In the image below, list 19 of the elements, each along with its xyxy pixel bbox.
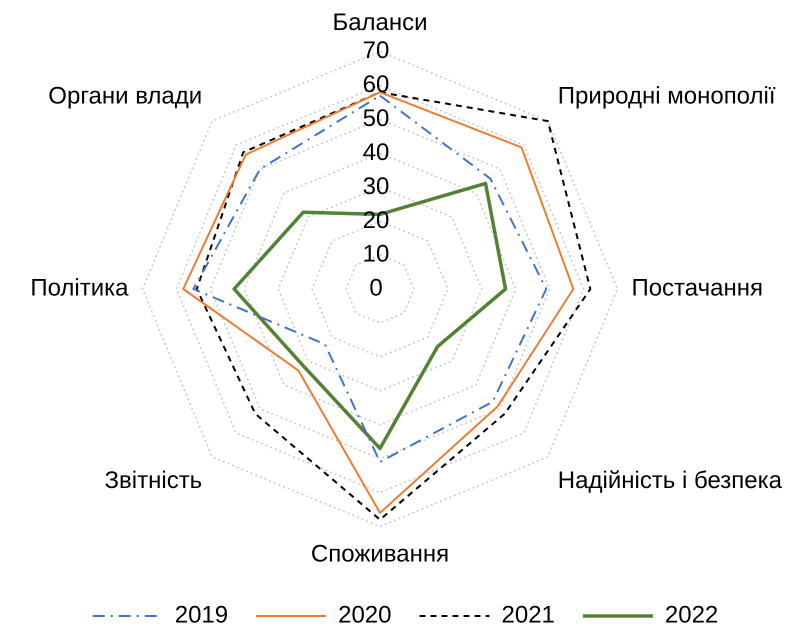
- spoke-label: Органи влади: [48, 82, 202, 110]
- legend-label: 2022: [664, 602, 718, 629]
- y-tick-label: 0: [369, 274, 383, 302]
- legend-label: 2020: [338, 602, 392, 629]
- y-tick-label: 60: [362, 71, 390, 98]
- spoke-label: Споживання: [310, 540, 450, 568]
- y-tick-label: 50: [362, 105, 390, 132]
- y-tick-label: 10: [362, 240, 390, 268]
- spoke-label: Надійність і безпека: [558, 466, 783, 494]
- spoke-label: Політика: [30, 274, 130, 302]
- spoke-label: Баланси: [332, 8, 428, 36]
- spoke-label: Звітність: [104, 466, 202, 494]
- y-tick-label: 40: [362, 138, 390, 166]
- y-tick-label: 70: [362, 37, 390, 64]
- legend-label: 2019: [174, 602, 228, 629]
- spoke-label: Постачання: [631, 274, 763, 302]
- spoke-label: Природні монополії: [558, 82, 776, 110]
- legend-label: 2021: [502, 602, 555, 629]
- y-tick-label: 30: [362, 172, 390, 200]
